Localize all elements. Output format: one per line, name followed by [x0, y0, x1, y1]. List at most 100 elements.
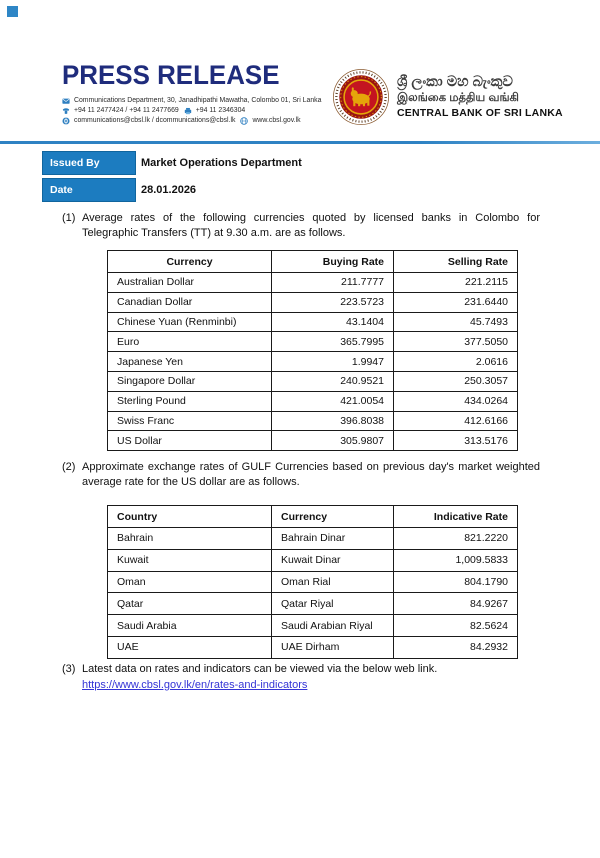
table-cell: Saudi Arabia	[107, 614, 272, 637]
table-row: Chinese Yuan (Renminbi) 43.1404 45.7493	[107, 311, 518, 333]
bank-name-tamil: இலங்கை மத்திய வங்கி	[397, 92, 519, 104]
table-row: Australian Dollar 211.7777 221.2115	[107, 272, 518, 293]
table-cell: Chinese Yuan (Renminbi)	[107, 311, 272, 333]
contact-emails: communications@cbsl.lk / dcommunications…	[74, 117, 236, 124]
table-cell: 223.5723	[271, 291, 394, 313]
table-cell: Bahrain Dinar	[271, 527, 394, 550]
date-label: Date	[42, 178, 136, 202]
table-cell: UAE	[107, 635, 272, 659]
central-bank-logo-icon	[332, 68, 390, 126]
table-cell: 313.5176	[393, 430, 518, 452]
header-divider	[0, 141, 600, 144]
table-cell: Qatar Riyal	[271, 592, 394, 616]
table-row: Euro 365.7995 377.5050	[107, 331, 518, 353]
paragraph-1-text: Average rates of the following currencie…	[82, 212, 540, 239]
paragraph-3-number: (3)	[62, 663, 76, 675]
paragraph-2: (2) Approximate exchange rates of GULF C…	[62, 460, 540, 489]
paragraph-3: (3) Latest data on rates and indicators …	[62, 662, 540, 692]
table-row: Singapore Dollar 240.9521 250.3057	[107, 370, 518, 392]
paragraph-1: (1) Average rates of the following curre…	[62, 211, 540, 240]
envelope-icon	[62, 97, 70, 105]
table-cell: 84.9267	[393, 592, 518, 616]
bank-identity: ශ්‍රී ලංකා මහ බැංකුව இலங்கை மத்திய வங்கி…	[332, 68, 563, 126]
paragraph-3-text: Latest data on rates and indicators can …	[82, 663, 438, 675]
column-header: Indicative Rate	[393, 505, 518, 528]
paragraph-2-number: (2)	[62, 461, 76, 473]
contact-fax: +94 11 2346304	[195, 107, 246, 114]
table-cell: Kuwait Dinar	[271, 548, 394, 572]
table-cell: 43.1404	[271, 311, 394, 333]
fax-icon	[184, 107, 192, 115]
table-header-row: Currency Buying Rate Selling Rate	[107, 250, 518, 273]
table-row: Swiss Franc 396.8038 412.6166	[107, 410, 518, 432]
table-row: Japanese Yen 1.9947 2.0616	[107, 351, 518, 372]
table-cell: Oman	[107, 570, 272, 594]
table-row: Qatar Qatar Riyal 84.9267	[107, 592, 518, 616]
tt-rates-table: Currency Buying Rate Selling Rate Australia…	[107, 250, 518, 452]
table-row: Sterling Pound 421.0054 434.0264	[107, 390, 518, 412]
contact-website: www.cbsl.gov.lk	[252, 117, 301, 124]
paragraph-1-number: (1)	[62, 212, 76, 224]
table-cell: 211.7777	[271, 272, 394, 293]
table-header-row: Country Currency Indicative Rate	[107, 505, 518, 528]
table-cell: 82.5624	[393, 614, 518, 637]
table-cell: Singapore Dollar	[107, 370, 272, 392]
table-cell: 240.9521	[271, 370, 394, 392]
table-cell: 84.2932	[393, 635, 518, 659]
gulf-rates-table: Country Currency Indicative Rate Bahrain Bah…	[107, 505, 518, 659]
table-cell: Bahrain	[107, 527, 272, 550]
column-header: Currency	[271, 505, 394, 528]
issued-by-value: Market Operations Department	[141, 157, 302, 169]
meta-block: Issued By Market Operations Department D…	[42, 151, 302, 205]
table-cell: 804.1790	[393, 570, 518, 594]
bank-name-english: CENTRAL BANK OF SRI LANKA	[397, 107, 563, 119]
table-cell: 396.8038	[271, 410, 394, 432]
column-header: Buying Rate	[271, 250, 394, 273]
contact-phones: +94 11 2477424 / +94 11 2477669	[74, 107, 179, 114]
table-cell: Australian Dollar	[107, 272, 272, 293]
table-cell: 365.7995	[271, 331, 394, 353]
paragraph-2-text: Approximate exchange rates of GULF Curre…	[82, 461, 540, 488]
table-cell: UAE Dirham	[271, 635, 394, 659]
table-cell: Oman Rial	[271, 570, 394, 594]
table-cell: 377.5050	[393, 331, 518, 353]
date-value: 28.01.2026	[141, 184, 197, 196]
table-cell: Qatar	[107, 592, 272, 616]
table-cell: 2.0616	[393, 351, 518, 372]
table-cell: 421.0054	[271, 390, 394, 412]
table-cell: 821.2220	[393, 527, 518, 550]
column-header: Selling Rate	[393, 250, 518, 273]
table-cell: 231.6440	[393, 291, 518, 313]
table-cell: 221.2115	[393, 272, 518, 293]
column-header: Country	[107, 505, 272, 528]
table-cell: Euro	[107, 331, 272, 353]
table-cell: 1,009.5833	[393, 548, 518, 572]
email-globe-icon	[62, 117, 70, 125]
table-cell: Canadian Dollar	[107, 291, 272, 313]
table-cell: 412.6166	[393, 410, 518, 432]
globe-icon	[240, 117, 249, 125]
table-cell: 434.0264	[393, 390, 518, 412]
table-cell: 250.3057	[393, 370, 518, 392]
issued-by-label: Issued By	[42, 151, 136, 175]
corner-mark	[7, 6, 18, 17]
table-cell: US Dollar	[107, 430, 272, 452]
table-cell: Sterling Pound	[107, 390, 272, 412]
table-row: Oman Oman Rial 804.1790	[107, 570, 518, 594]
page-title: PRESS RELEASE	[62, 60, 280, 90]
table-row: Canadian Dollar 223.5723 231.6440	[107, 291, 518, 313]
table-cell: Saudi Arabian Riyal	[271, 614, 394, 637]
table-cell: Kuwait	[107, 548, 272, 572]
table-cell: 305.9807	[271, 430, 394, 452]
contact-block: Communications Department, 30, Janadhipa…	[62, 96, 342, 126]
contact-address: Communications Department, 30, Janadhipa…	[74, 97, 322, 104]
phone-icon	[62, 107, 70, 115]
table-cell: Swiss Franc	[107, 410, 272, 432]
table-row: Bahrain Bahrain Dinar 821.2220	[107, 527, 518, 550]
column-header: Currency	[107, 250, 272, 273]
table-row: Saudi Arabia Saudi Arabian Riyal 82.5624	[107, 614, 518, 637]
table-row: Kuwait Kuwait Dinar 1,009.5833	[107, 548, 518, 572]
rates-indicators-link[interactable]: https://www.cbsl.gov.lk/en/rates-and-ind…	[82, 678, 308, 691]
table-cell: 1.9947	[271, 351, 394, 372]
